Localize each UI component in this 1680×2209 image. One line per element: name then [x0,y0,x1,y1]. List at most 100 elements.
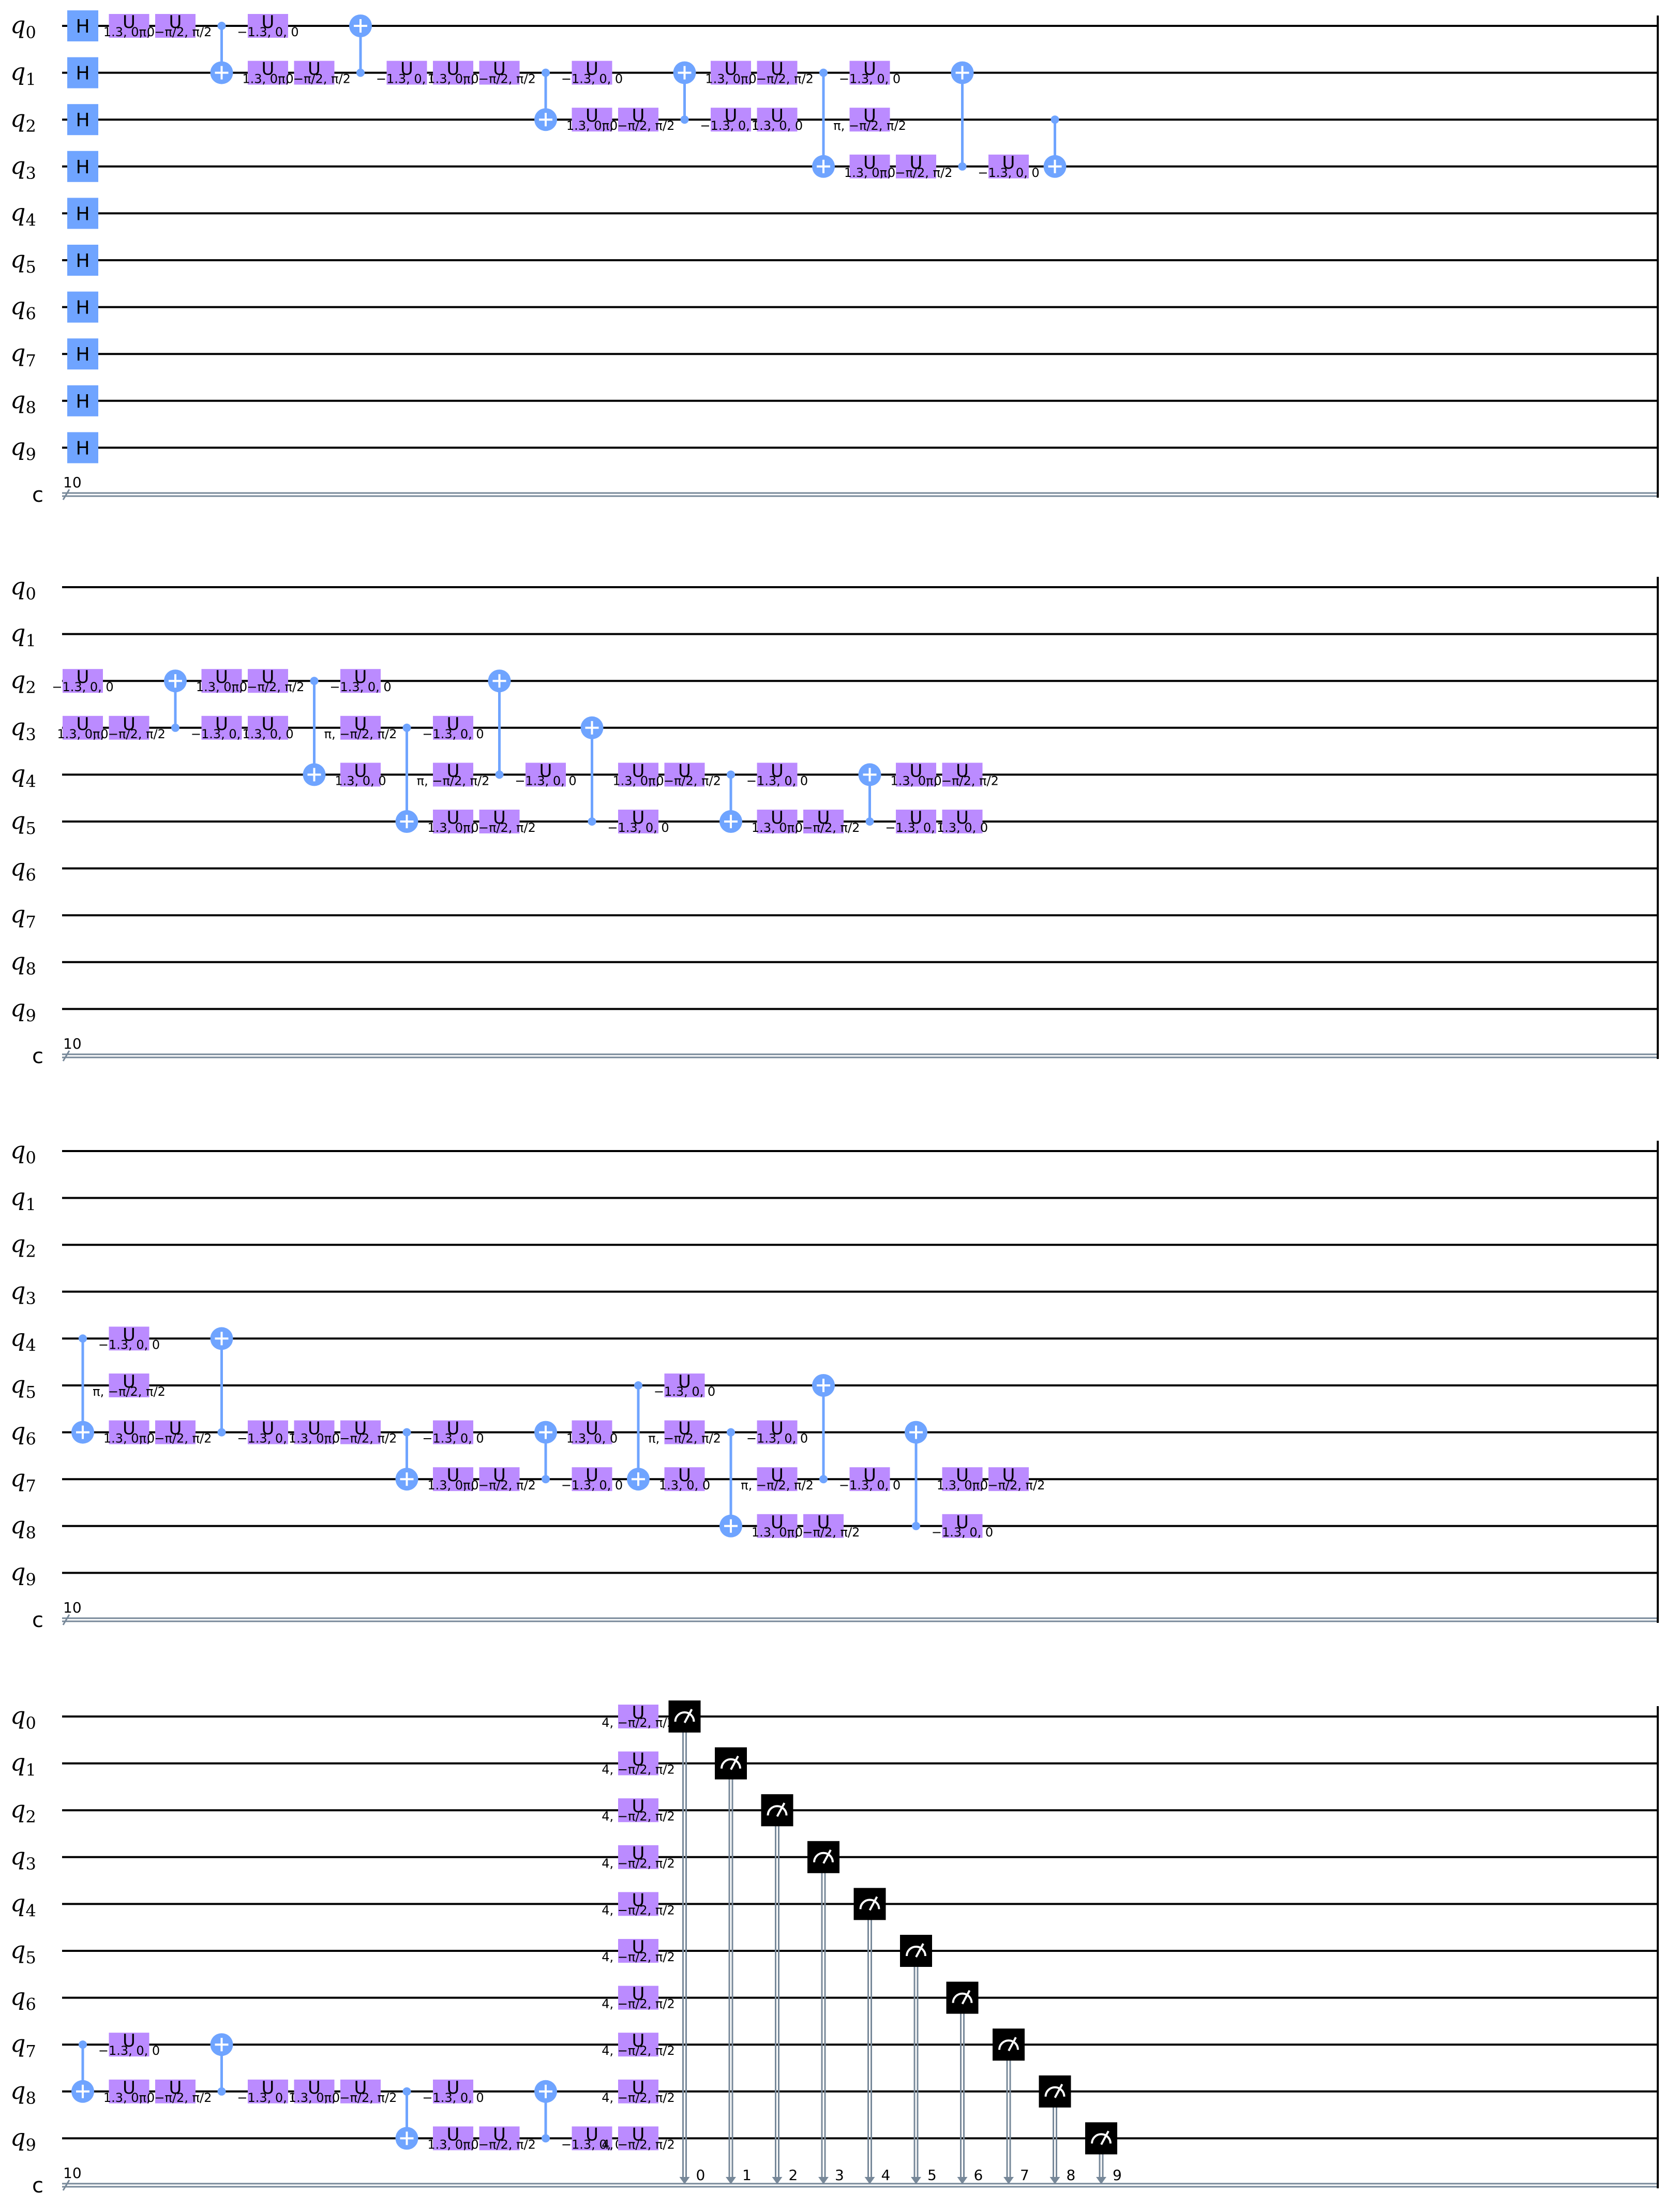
meter-icon [1044,2086,1066,2097]
measure-bit-label: 3 [835,2167,844,2184]
measure-gate [993,2028,1025,2061]
u-gate-label: U [771,106,784,126]
qubit-label-q2: q2 [10,105,36,136]
u-gate [757,1467,798,1491]
measure-gate [1039,2075,1071,2108]
u-gate-label: U [1002,153,1015,173]
measure-arrow [957,2177,968,2184]
u-gate [618,1986,658,2010]
u-gate [849,154,890,178]
u-gate-label: U [123,12,136,33]
u-gate-label: U [215,714,228,735]
u-gate-label: U [863,59,876,80]
u-gate-params: −1.3, 0, 0 [885,820,947,835]
classical-width-label: 10 [63,1599,82,1616]
cx-control-dot [958,162,967,171]
u-gate-label: U [586,59,598,80]
classical-register-label: c [32,1044,43,1068]
measure-gate [853,1888,886,1920]
u-gate [155,2079,196,2103]
u-gate-params: π, −π/2, π/2 [324,1431,397,1446]
u-gate-label: U [586,1419,598,1439]
u-gate-label: U [632,1984,645,2005]
cx-control-dot [217,22,226,30]
qubit-label-q8: q8 [10,386,36,417]
u-gate-label: U [447,59,460,80]
meter-needle [961,1990,971,2005]
u-gate-label: U [863,153,876,173]
cx-control-dot [171,723,179,732]
u-gate-label: U [863,1465,876,1486]
u-gate [757,763,798,787]
u-gate [109,1326,149,1351]
u-gate [618,2079,658,2103]
h-gate-label: H [76,438,89,459]
classical-register-label: c [32,483,43,507]
h-gate [67,245,98,276]
u-gate [618,1705,658,1728]
qubit-label-q7: q7 [10,339,36,370]
u-gate-label: U [771,1419,784,1439]
cx-control-dot [634,1381,642,1390]
qubit-label-q3: q3 [10,152,36,183]
u-gate-label: U [262,2078,275,2098]
h-gate [67,10,98,41]
u-gate-label: U [493,2124,506,2145]
u-gate-params: −1.3, 0, 0 [237,2091,298,2105]
u-gate-label: U [262,667,275,688]
u-gate-label: U [447,808,460,828]
cx-control-dot [912,1521,920,1530]
u-gate-params: π, −π/2, π/2 [602,118,675,133]
u-gate-label: U [678,760,691,781]
u-gate-label: U [771,760,784,781]
u-gate [340,715,381,740]
u-gate-label: U [678,1419,691,1439]
u-gate [572,2126,612,2151]
cx-control-dot [217,2087,226,2096]
u-gate-params: 1.3, 0, 0 [57,727,108,741]
u-gate-params: −1.3, 0, 0 [52,680,113,694]
classical-bus-slash [62,2180,70,2191]
u-gate-params: π, −π/2, π/2 [463,820,536,835]
u-gate-label: U [725,106,738,126]
measure-arrow [726,2177,736,2184]
u-gate [803,810,844,833]
qubit-label-q8: q8 [10,2077,36,2108]
cx-control-dot [495,770,504,779]
measure-arrow [679,2177,690,2184]
u-gate [664,1420,705,1444]
meter-icon [721,1758,741,1769]
meter-needle [1008,2037,1017,2052]
qubit-label-q6: q6 [10,292,36,324]
classical-bus-slash [62,1614,70,1625]
u-gate-label: U [1002,1465,1015,1486]
cx-control-dot [1051,115,1059,124]
h-gate [67,151,98,182]
u-gate [340,2079,381,2103]
u-gate-label: U [308,1419,321,1439]
u-gate-label: U [169,12,182,33]
u-gate-params: π, −π/2, π/2 [741,72,814,86]
u-gate [433,763,473,787]
u-gate [109,2079,149,2103]
h-gate-label: H [76,297,89,319]
u-gate [201,715,242,740]
measure-gate [1085,2122,1117,2155]
u-gate [711,61,751,85]
h-gate-label: H [76,63,89,84]
u-gate-label: U [354,2078,367,2098]
qubit-label-q8: q8 [10,1511,36,1543]
measure-bit-label: 2 [789,2167,798,2184]
u-gate [340,1420,381,1444]
u-gate-label: U [354,1419,367,1439]
u-gate [896,810,936,833]
u-gate-label: U [262,1419,275,1439]
u-gate-label: U [123,1419,136,1439]
u-gate-params: −1.3, 0, 0 [237,1431,298,1446]
meter-needle [683,1709,693,1723]
classical-register-label: c [32,2174,43,2198]
u-gate [618,1892,658,1916]
qubit-label-q4: q4 [10,759,36,791]
cx-control-dot [79,1334,87,1343]
